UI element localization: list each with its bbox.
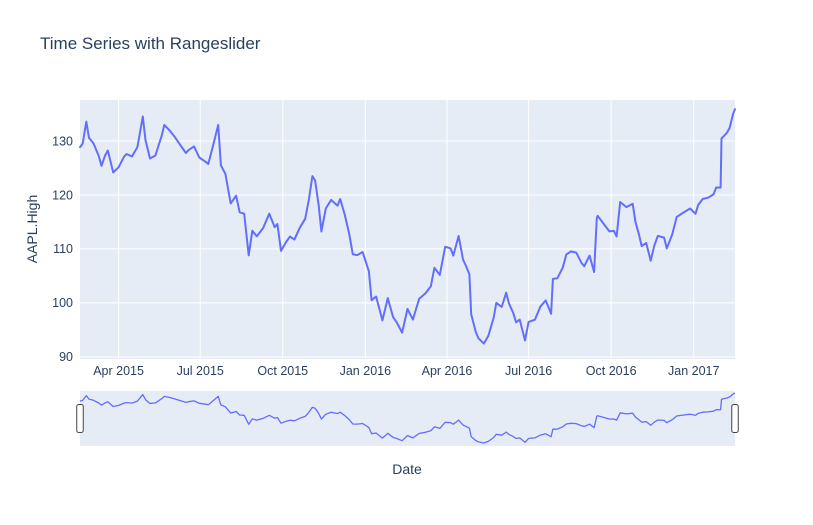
rangeslider-left-handle[interactable] bbox=[76, 404, 84, 433]
y-tick-label: 120 bbox=[52, 188, 73, 202]
x-tick-label: Jan 2016 bbox=[340, 364, 391, 378]
y-axis-title: AAPL.High bbox=[24, 194, 40, 264]
x-tick-label: Jan 2017 bbox=[668, 364, 719, 378]
x-axis-tick-labels: Apr 2015 Jul 2015 Oct 2015 Jan 2016 Apr 2016… bbox=[93, 364, 719, 378]
x-tick-label: Apr 2016 bbox=[422, 364, 473, 378]
x-tick-label: Oct 2015 bbox=[257, 364, 308, 378]
x-tick-label: Jul 2015 bbox=[177, 364, 224, 378]
x-tick-label: Oct 2016 bbox=[586, 364, 637, 378]
y-tick-label: 100 bbox=[52, 296, 73, 310]
chart-title: Time Series with Rangeslider bbox=[40, 34, 261, 53]
x-tick-label: Jul 2016 bbox=[505, 364, 552, 378]
y-tick-label: 90 bbox=[59, 350, 73, 364]
plot-area[interactable] bbox=[80, 100, 735, 359]
rangeslider[interactable] bbox=[80, 391, 735, 446]
y-axis-tick-labels: 90 100 110 120 130 bbox=[52, 134, 73, 364]
x-tick-label: Apr 2015 bbox=[93, 364, 144, 378]
rangeslider-right-handle[interactable] bbox=[731, 404, 739, 433]
x-axis-title: Date bbox=[392, 461, 422, 477]
y-tick-label: 130 bbox=[52, 134, 73, 148]
y-tick-label: 110 bbox=[53, 242, 73, 256]
price-line bbox=[79, 108, 736, 345]
rangeslider-line bbox=[79, 392, 736, 444]
gridlines bbox=[80, 100, 735, 359]
